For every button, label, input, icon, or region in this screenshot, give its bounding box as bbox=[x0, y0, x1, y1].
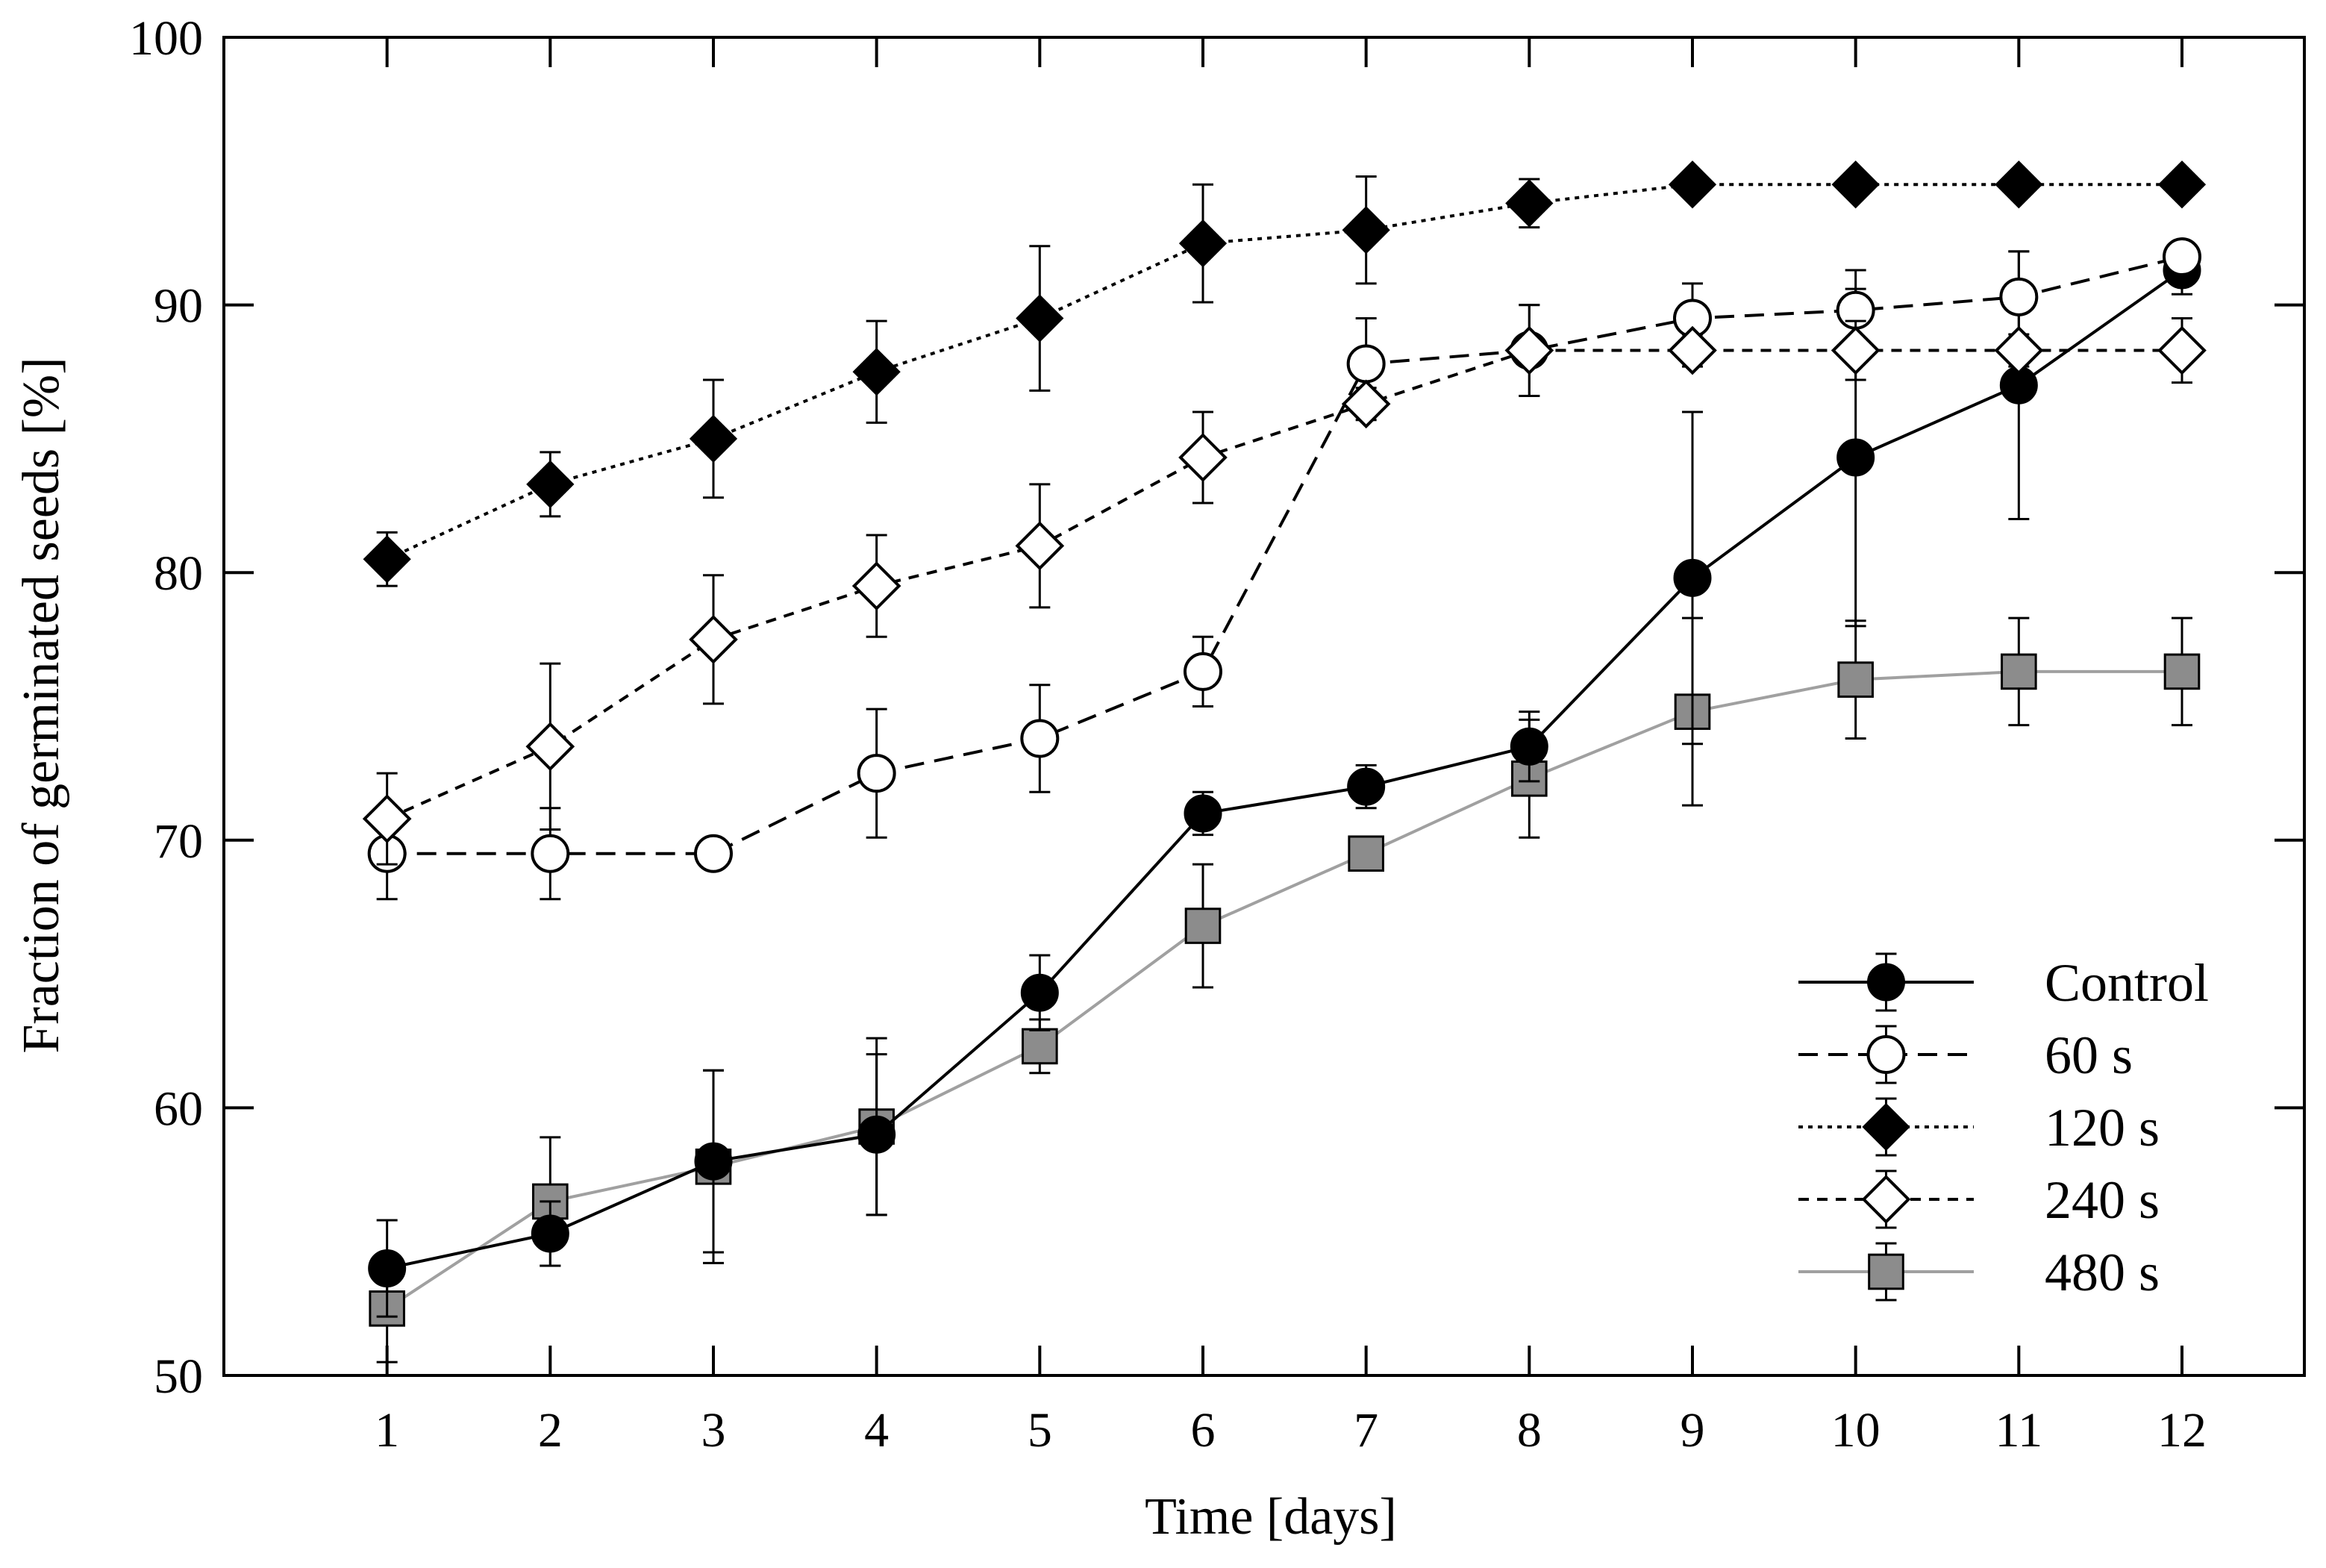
data-point bbox=[1837, 661, 1874, 698]
data-point bbox=[857, 754, 896, 793]
data-point bbox=[1995, 160, 2043, 209]
legend-label: 120 s bbox=[2045, 1098, 2160, 1158]
x-tick-label: 5 bbox=[1028, 1403, 1052, 1458]
data-point bbox=[2157, 325, 2207, 375]
data-point bbox=[694, 1142, 733, 1181]
x-tick-label: 3 bbox=[701, 1403, 726, 1458]
data-point bbox=[1178, 433, 1228, 482]
data-point bbox=[2157, 160, 2207, 209]
x-tick-label: 7 bbox=[1354, 1403, 1378, 1458]
y-tick-label: 90 bbox=[154, 279, 203, 334]
x-tick-label: 8 bbox=[1517, 1403, 1542, 1458]
data-point bbox=[1346, 344, 1386, 384]
data-point bbox=[368, 1249, 407, 1288]
series-480s bbox=[369, 616, 2201, 1364]
y-tick-label: 80 bbox=[154, 546, 203, 601]
data-point bbox=[1831, 325, 1881, 375]
data-point bbox=[525, 722, 575, 772]
x-tick-label: 11 bbox=[1995, 1403, 2043, 1458]
data-point bbox=[1342, 206, 1390, 254]
data-point bbox=[2001, 653, 2037, 690]
data-point bbox=[1184, 908, 1222, 944]
series-240s-line bbox=[386, 349, 2182, 820]
legend-marker bbox=[1866, 1035, 1906, 1074]
legend-marker bbox=[1862, 1102, 1910, 1152]
data-point bbox=[689, 615, 738, 664]
legend-label: 60 s bbox=[2045, 1025, 2133, 1085]
data-point bbox=[1505, 179, 1554, 228]
series-240s bbox=[362, 304, 2207, 866]
data-point bbox=[1184, 652, 1222, 691]
y-tick-label: 50 bbox=[154, 1349, 203, 1404]
y-tick-label: 100 bbox=[129, 11, 203, 66]
data-point bbox=[1016, 294, 1064, 343]
legend-entry-240s: 240 s bbox=[1798, 1169, 2160, 1230]
legend-marker bbox=[1868, 1253, 1904, 1290]
data-point bbox=[1504, 325, 1554, 375]
series-480s-line bbox=[386, 669, 2182, 1311]
data-point bbox=[362, 794, 412, 843]
data-point bbox=[851, 561, 901, 610]
x-tick-label: 9 bbox=[1681, 1403, 1705, 1458]
x-tick-label: 10 bbox=[1831, 1403, 1881, 1458]
data-point bbox=[1341, 379, 1391, 429]
x-axis-label: Time [days] bbox=[1145, 1488, 1397, 1546]
data-point bbox=[1015, 521, 1065, 571]
legend-entry-control: Control bbox=[1798, 952, 2209, 1013]
series-control bbox=[368, 245, 2201, 1318]
legend-label: 240 s bbox=[2045, 1170, 2160, 1230]
data-point bbox=[1348, 835, 1384, 872]
x-tick-label: 4 bbox=[864, 1403, 889, 1458]
data-point bbox=[1022, 1028, 1058, 1065]
data-point bbox=[1510, 727, 1548, 766]
data-point bbox=[531, 834, 570, 873]
plot-frame bbox=[222, 36, 2306, 1377]
legend-label: Control bbox=[2045, 953, 2209, 1013]
data-point bbox=[1347, 767, 1386, 806]
data-point bbox=[2163, 653, 2201, 690]
legend-label: 480 s bbox=[2045, 1243, 2160, 1302]
legend-entry-480s: 480 s bbox=[1798, 1242, 2160, 1302]
data-point bbox=[1994, 325, 2044, 375]
legend-entry-120s: 120 s bbox=[1798, 1097, 2160, 1158]
data-point bbox=[1836, 438, 1875, 477]
data-point bbox=[531, 1214, 569, 1253]
data-point bbox=[1673, 558, 1712, 597]
x-tick-label: 1 bbox=[375, 1403, 399, 1458]
x-tick-label: 6 bbox=[1191, 1403, 1216, 1458]
data-point bbox=[857, 1115, 896, 1154]
data-point bbox=[689, 414, 738, 463]
y-axis-label: Fraction of germinated seeds [%] bbox=[13, 357, 70, 1053]
legend: Control 60 s 120 s 240 s 480 s bbox=[1798, 952, 2209, 1302]
data-point bbox=[852, 348, 901, 396]
legend-marker bbox=[1861, 1175, 1911, 1224]
x-tick-label: 2 bbox=[538, 1403, 563, 1458]
y-tick-label: 70 bbox=[154, 814, 203, 869]
series-control-line bbox=[387, 269, 2183, 1270]
series-60s-line bbox=[387, 255, 2183, 855]
data-point bbox=[526, 460, 575, 508]
data-point bbox=[1668, 160, 1717, 209]
data-point bbox=[1999, 277, 2039, 316]
data-point bbox=[1831, 160, 1880, 209]
plot-area bbox=[222, 36, 2306, 1377]
legend-marker bbox=[1867, 963, 1905, 1002]
y-tick-label: 60 bbox=[154, 1081, 203, 1136]
data-point bbox=[694, 834, 733, 873]
data-point bbox=[1020, 973, 1059, 1012]
series-120s bbox=[363, 160, 2207, 587]
series-120s-line bbox=[386, 183, 2182, 561]
data-point bbox=[2163, 237, 2201, 277]
x-tick-label: 12 bbox=[2157, 1403, 2207, 1458]
data-point bbox=[1020, 719, 1060, 758]
legend-entry-60s: 60 s bbox=[1798, 1025, 2133, 1085]
data-point bbox=[1668, 325, 1717, 375]
data-series bbox=[362, 160, 2207, 1364]
data-point bbox=[363, 535, 411, 584]
data-point bbox=[1178, 219, 1228, 268]
data-point bbox=[1184, 794, 1222, 833]
